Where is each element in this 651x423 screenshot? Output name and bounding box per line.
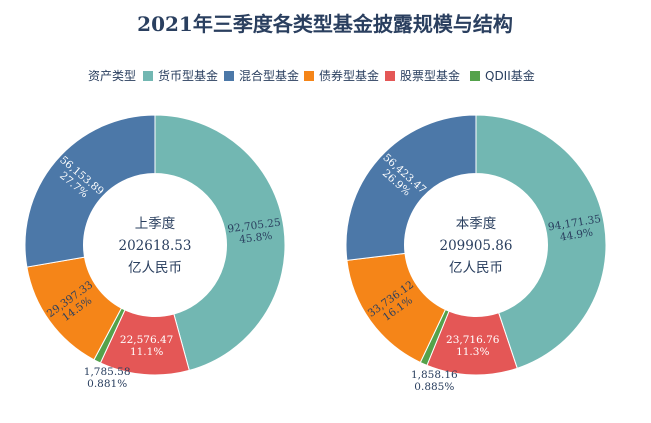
- slice-1-0[interactable]: [475, 114, 607, 369]
- slice-label-1-2: 1,858.16 0.885%: [411, 369, 458, 393]
- legend-swatch-0[interactable]: [143, 71, 153, 81]
- center-label-0-0: 上季度: [135, 216, 176, 232]
- slice-label-1-1: 23,716.76 11.3%: [446, 334, 500, 358]
- legend-swatch-2[interactable]: [304, 71, 314, 81]
- slice-percent-1-1: 11.3%: [456, 346, 489, 358]
- donut-0: 92,705.2545.8% 22,576.47 11.1% 1,785.58 0.88…: [24, 114, 286, 390]
- slice-value-1-1: 23,716.76: [446, 334, 500, 346]
- center-label-1-2: 亿人民币: [449, 260, 503, 276]
- slice-label-0-2: 1,785.58 0.881%: [84, 366, 131, 390]
- legend-swatch-1[interactable]: [224, 71, 234, 81]
- center-label-0-1: 202618.53: [118, 238, 191, 254]
- chart-title: 2021年三季度各类型基金披露规模与结构: [137, 12, 513, 36]
- legend-swatch-3[interactable]: [385, 71, 395, 81]
- legend-label-2: 债券型基金: [319, 68, 379, 83]
- donut-charts: 92,705.2545.8%22,576.47 11.1%1,785.58 0.88…: [24, 114, 607, 393]
- slice-label-0-0: 92,705.2545.8%: [227, 217, 283, 248]
- slice-percent-1-0: 44.9%: [559, 227, 594, 244]
- legend-label-0: 货币型基金: [158, 68, 218, 83]
- slice-label-0-1: 22,576.47 11.1%: [120, 334, 173, 358]
- legend-swatch-4[interactable]: [470, 71, 480, 81]
- slice-value-1-2: 1,858.16: [411, 369, 458, 381]
- center-label-1-0: 本季度: [456, 216, 497, 232]
- legend-label-3: 股票型基金: [400, 68, 460, 83]
- slice-value-0-1: 22,576.47: [120, 334, 173, 346]
- legend-label-4: QDII基金: [485, 68, 535, 83]
- legend: 资产类型 货币型基金 混合型基金 债券型基金 股票型基金 QDII基金: [88, 68, 535, 83]
- legend-label-1: 混合型基金: [239, 68, 299, 83]
- slice-value-0-2: 1,785.58: [84, 366, 131, 378]
- slice-percent-0-1: 11.1%: [130, 346, 163, 358]
- slice-percent-0-2: 0.881%: [87, 378, 127, 390]
- donut-1: 94,171.3544.9%23,716.76 11.3%1,858.16 0.88…: [345, 114, 607, 393]
- center-label-1-1: 209905.86: [439, 238, 512, 254]
- slice-1-4[interactable]: [345, 114, 477, 261]
- slice-0-4[interactable]: [24, 114, 156, 268]
- slice-percent-1-2: 0.885%: [414, 381, 454, 393]
- slice-percent-0-0: 45.8%: [238, 230, 273, 246]
- center-label-0-2: 亿人民币: [128, 260, 182, 276]
- legend-title: 资产类型: [88, 69, 136, 83]
- slice-0-0[interactable]: [154, 114, 286, 372]
